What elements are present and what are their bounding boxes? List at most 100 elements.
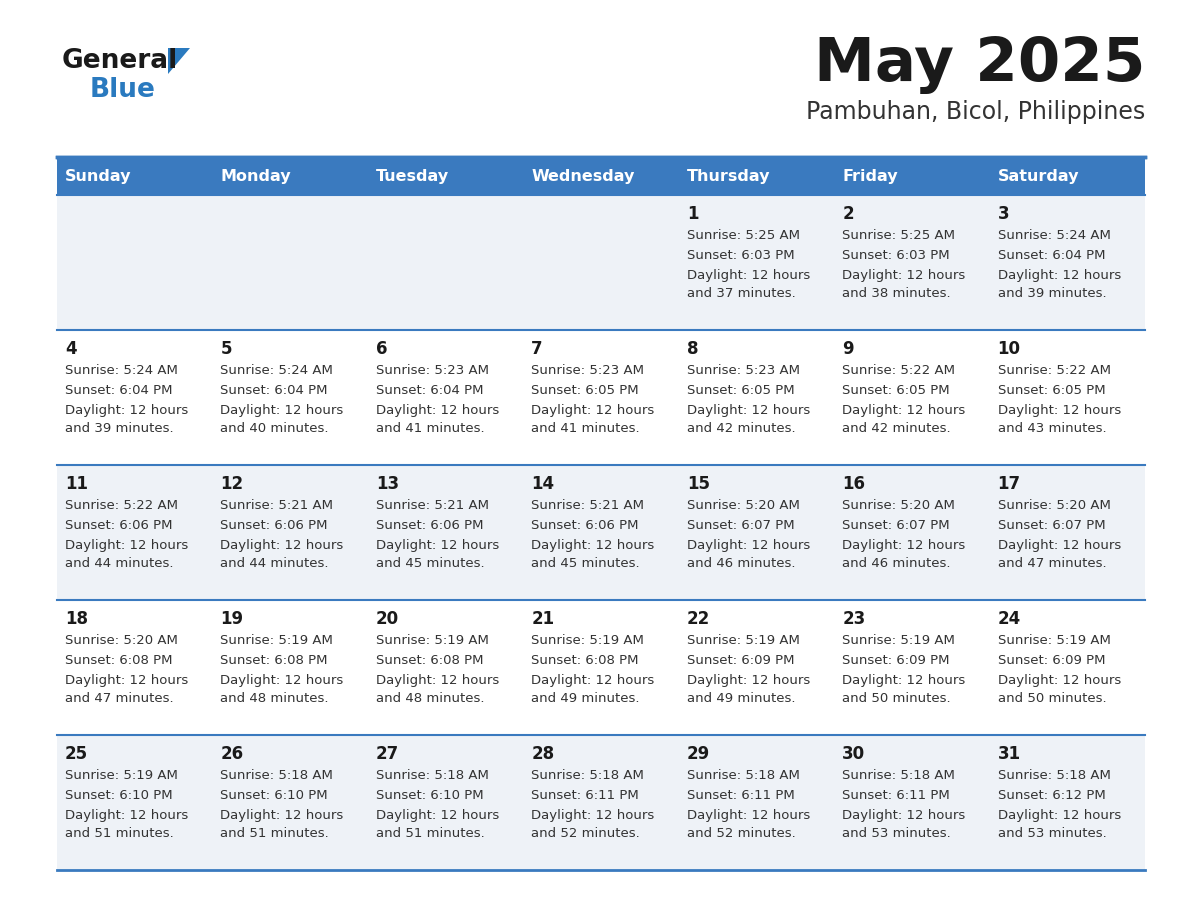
Bar (834, 157, 990, 195)
Bar (57, 600, 213, 735)
Bar (368, 735, 523, 870)
Text: and 53 minutes.: and 53 minutes. (998, 827, 1106, 840)
Text: 16: 16 (842, 475, 865, 493)
Text: Sunset: 6:11 PM: Sunset: 6:11 PM (687, 789, 795, 802)
Text: and 49 minutes.: and 49 minutes. (531, 692, 640, 705)
Text: and 44 minutes.: and 44 minutes. (221, 557, 329, 570)
Text: Daylight: 12 hours: Daylight: 12 hours (65, 809, 188, 822)
Text: Sunset: 6:06 PM: Sunset: 6:06 PM (221, 519, 328, 532)
Text: Sunrise: 5:22 AM: Sunrise: 5:22 AM (65, 499, 178, 512)
Text: Sunrise: 5:19 AM: Sunrise: 5:19 AM (65, 769, 178, 782)
Text: Sunrise: 5:23 AM: Sunrise: 5:23 AM (375, 364, 488, 377)
Bar (523, 600, 678, 735)
Text: Sunset: 6:07 PM: Sunset: 6:07 PM (687, 519, 795, 532)
Text: and 51 minutes.: and 51 minutes. (375, 827, 485, 840)
Bar (678, 195, 834, 330)
Bar (678, 600, 834, 735)
Text: Monday: Monday (221, 170, 291, 185)
Text: and 51 minutes.: and 51 minutes. (221, 827, 329, 840)
Polygon shape (168, 48, 190, 74)
Bar (523, 735, 678, 870)
Text: May 2025: May 2025 (814, 35, 1145, 94)
Bar (57, 735, 213, 870)
Text: 21: 21 (531, 610, 555, 628)
Text: Sunrise: 5:18 AM: Sunrise: 5:18 AM (375, 769, 488, 782)
Text: Sunday: Sunday (65, 170, 132, 185)
Text: and 46 minutes.: and 46 minutes. (687, 557, 795, 570)
Text: Daylight: 12 hours: Daylight: 12 hours (687, 674, 810, 687)
Text: Tuesday: Tuesday (375, 170, 449, 185)
Text: Sunset: 6:10 PM: Sunset: 6:10 PM (375, 789, 484, 802)
Text: and 41 minutes.: and 41 minutes. (531, 422, 640, 435)
Text: 12: 12 (221, 475, 244, 493)
Text: Daylight: 12 hours: Daylight: 12 hours (998, 809, 1120, 822)
Text: Sunset: 6:04 PM: Sunset: 6:04 PM (998, 249, 1105, 262)
Text: and 51 minutes.: and 51 minutes. (65, 827, 173, 840)
Text: and 37 minutes.: and 37 minutes. (687, 287, 796, 300)
Text: and 41 minutes.: and 41 minutes. (375, 422, 485, 435)
Text: Daylight: 12 hours: Daylight: 12 hours (375, 404, 499, 417)
Bar (523, 465, 678, 600)
Text: Saturday: Saturday (998, 170, 1079, 185)
Bar (990, 195, 1145, 330)
Text: Sunrise: 5:21 AM: Sunrise: 5:21 AM (531, 499, 644, 512)
Text: 7: 7 (531, 340, 543, 358)
Text: 27: 27 (375, 745, 399, 763)
Text: Sunset: 6:04 PM: Sunset: 6:04 PM (65, 384, 172, 397)
Text: 20: 20 (375, 610, 399, 628)
Bar (213, 157, 368, 195)
Text: 25: 25 (65, 745, 88, 763)
Text: Daylight: 12 hours: Daylight: 12 hours (687, 269, 810, 282)
Bar (678, 157, 834, 195)
Text: Sunrise: 5:18 AM: Sunrise: 5:18 AM (842, 769, 955, 782)
Text: and 42 minutes.: and 42 minutes. (687, 422, 795, 435)
Bar (57, 465, 213, 600)
Text: 3: 3 (998, 205, 1009, 223)
Text: and 52 minutes.: and 52 minutes. (687, 827, 796, 840)
Text: Sunset: 6:11 PM: Sunset: 6:11 PM (531, 789, 639, 802)
Bar (990, 330, 1145, 465)
Bar (678, 330, 834, 465)
Bar (523, 157, 678, 195)
Text: Thursday: Thursday (687, 170, 770, 185)
Bar (834, 195, 990, 330)
Bar (57, 195, 213, 330)
Text: 31: 31 (998, 745, 1020, 763)
Text: and 39 minutes.: and 39 minutes. (998, 287, 1106, 300)
Text: Daylight: 12 hours: Daylight: 12 hours (687, 809, 810, 822)
Bar (678, 465, 834, 600)
Text: and 44 minutes.: and 44 minutes. (65, 557, 173, 570)
Bar (213, 465, 368, 600)
Text: 26: 26 (221, 745, 244, 763)
Text: Sunset: 6:10 PM: Sunset: 6:10 PM (65, 789, 172, 802)
Text: Daylight: 12 hours: Daylight: 12 hours (65, 539, 188, 552)
Text: Sunrise: 5:19 AM: Sunrise: 5:19 AM (531, 634, 644, 647)
Text: Daylight: 12 hours: Daylight: 12 hours (375, 674, 499, 687)
Text: Daylight: 12 hours: Daylight: 12 hours (65, 674, 188, 687)
Bar (990, 735, 1145, 870)
Text: Daylight: 12 hours: Daylight: 12 hours (998, 539, 1120, 552)
Bar (678, 735, 834, 870)
Text: Sunset: 6:09 PM: Sunset: 6:09 PM (998, 654, 1105, 667)
Bar (368, 600, 523, 735)
Text: and 47 minutes.: and 47 minutes. (65, 692, 173, 705)
Text: Sunrise: 5:21 AM: Sunrise: 5:21 AM (221, 499, 334, 512)
Text: Sunset: 6:08 PM: Sunset: 6:08 PM (531, 654, 639, 667)
Bar (834, 330, 990, 465)
Text: Daylight: 12 hours: Daylight: 12 hours (65, 404, 188, 417)
Text: Sunset: 6:08 PM: Sunset: 6:08 PM (65, 654, 172, 667)
Text: and 47 minutes.: and 47 minutes. (998, 557, 1106, 570)
Text: 10: 10 (998, 340, 1020, 358)
Text: Daylight: 12 hours: Daylight: 12 hours (531, 674, 655, 687)
Text: 24: 24 (998, 610, 1020, 628)
Text: Daylight: 12 hours: Daylight: 12 hours (842, 539, 966, 552)
Text: Sunrise: 5:20 AM: Sunrise: 5:20 AM (65, 634, 178, 647)
Text: Sunset: 6:11 PM: Sunset: 6:11 PM (842, 789, 950, 802)
Text: Sunrise: 5:24 AM: Sunrise: 5:24 AM (221, 364, 334, 377)
Text: and 38 minutes.: and 38 minutes. (842, 287, 950, 300)
Text: Daylight: 12 hours: Daylight: 12 hours (531, 539, 655, 552)
Text: and 45 minutes.: and 45 minutes. (375, 557, 485, 570)
Text: Daylight: 12 hours: Daylight: 12 hours (221, 809, 343, 822)
Text: 13: 13 (375, 475, 399, 493)
Text: 9: 9 (842, 340, 854, 358)
